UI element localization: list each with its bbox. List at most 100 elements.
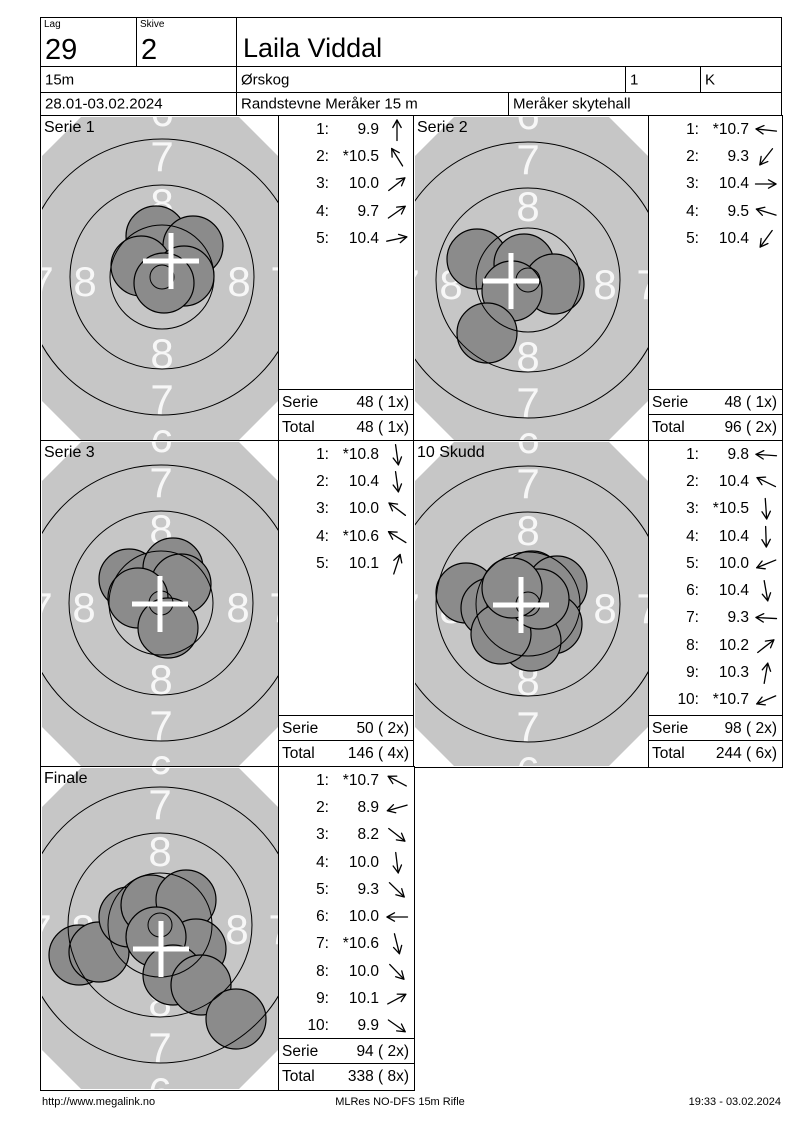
shot-direction-arrow-icon [755,206,777,216]
ring-circle [42,138,278,416]
ring-number: 8 [516,333,539,380]
shot-direction-arrow-icon [388,963,405,980]
total-label: Total [652,745,685,762]
shot-number: 7: [686,609,699,627]
shot-value: 10.4 [718,472,749,490]
shooter-name: Laila Viddal [243,33,383,63]
shot-number: 4: [686,527,699,545]
shot-value: 10.4 [348,229,379,247]
shot-value: *10.5 [342,147,379,165]
shot-list-panel: 1: *10.8 2: 10.4 3: 10.0 4: *10.6 5: 10.1 Serie 50 … [278,440,415,768]
target-card: 6787887876Finale [42,768,279,1090]
shot-hole [137,597,199,659]
mpi-cross-icon [483,253,539,309]
ring-number: 7 [414,261,420,308]
shot-number: 2: [316,147,329,165]
footer-website: http://www.megalink.no [42,1096,156,1108]
serie-sum-row: Serie 50 ( 2x) [279,715,414,742]
shot-number: 1: [686,445,699,463]
shot-row: 5: 9.3 [279,876,414,903]
shot-number: 9: [316,990,329,1008]
shot-direction-arrow-icon [387,530,407,543]
ring-circle [42,786,278,1064]
total-value: 48 ( 1x) [356,419,409,436]
distance: 15m [45,71,75,88]
shot-value: *10.7 [712,120,749,138]
serie-sum-row: Serie 98 ( 2x) [649,715,782,742]
footer-printed: 19:33 - 03.02.2024 [688,1096,781,1108]
shot-number: 5: [316,880,329,898]
shot-number: 1: [316,771,329,789]
shooter-class: K [705,71,716,88]
shot-row: 4: 9.7 [279,198,414,225]
shot-direction-arrow-icon [755,695,776,706]
shot-value: 10.4 [718,527,749,545]
ring-number: 6 [516,424,539,441]
ring-number: 7 [41,584,53,631]
shot-row: 8: 10.0 [279,958,414,985]
ring-circle [475,227,581,333]
serie-value: 50 ( 2x) [356,720,409,737]
total-value: 338 ( 8x) [347,1068,409,1085]
ring-circle [42,464,278,742]
shot-direction-arrow-icon [388,881,405,898]
shot-row: 8: 10.2 [649,632,782,659]
shooter-name-cell: Laila Viddal [236,17,782,67]
event-cell: Randstevne Meråker 15 m [236,92,509,116]
shot-number: 4: [316,853,329,871]
ring-number: 7 [268,906,279,953]
serie-value: 48 ( 1x) [724,394,777,411]
shot-number: 5: [686,229,699,247]
shot-value: 9.9 [357,120,379,138]
shot-direction-arrow-icon [392,470,402,493]
shot-number: 4: [316,527,329,545]
shot-number: 5: [316,554,329,572]
total-label: Total [282,1068,315,1085]
serie-label: Serie [282,1043,319,1060]
shot-row: 2: 8.9 [279,794,414,821]
total-sum-row: Total 244 ( 6x) [649,740,782,767]
shot-direction-arrow-icon [386,803,408,814]
target-panel: 6787887876Serie 3 [40,440,280,768]
shot-row: 3: 8.2 [279,822,414,849]
shot-direction-arrow-icon [754,124,777,135]
ring-number: 7 [148,781,171,828]
ring-number: 6 [149,747,172,767]
ring-number: 7 [516,136,539,183]
ring-circle [69,184,255,370]
skive-cell: Skive 2 [136,17,237,67]
shot-value: 9.8 [727,445,749,463]
shot-row: 5: 10.1 [279,550,414,577]
shot-number: 2: [686,147,699,165]
mpi-cross-icon [493,577,549,633]
shot-direction-arrow-icon [390,147,403,167]
shot-row: 5: 10.4 [649,225,782,252]
shot-number: 1: [316,445,329,463]
lag-label: Lag [44,19,61,30]
shot-number: 6: [686,582,699,600]
ring-number: 6 [150,421,173,441]
shot-row: 1: *10.7 [649,116,782,143]
ring-number: 8 [225,906,248,953]
shot-row: 5: 10.4 [279,225,414,252]
shot-value: 10.2 [718,636,749,654]
shot-value: 9.5 [727,202,749,220]
shot-row: 1: 9.9 [279,116,414,143]
shot-direction-arrow-icon [755,559,776,570]
shot-direction-arrow-icon [387,828,406,843]
shot-row: 1: *10.7 [279,767,414,794]
shot-row: 7: *10.6 [279,931,414,958]
target-card: 678788787610 Skudd [415,442,648,766]
date-cell: 28.01-03.02.2024 [40,92,237,116]
skive-label: Skive [140,19,165,30]
shot-number: 9: [686,664,699,682]
ring-circle [415,141,648,419]
ring-number: 7 [636,261,649,308]
target-card: 6787887876Serie 1 [42,117,278,441]
ring-number: 6 [148,1069,171,1090]
shot-number: 2: [316,798,329,816]
event-name: Randstevne Meråker 15 m [241,95,418,113]
shot-value: 10.4 [348,472,379,490]
shot-row: 4: 9.5 [649,198,782,225]
shot-value: 10.0 [348,908,379,926]
